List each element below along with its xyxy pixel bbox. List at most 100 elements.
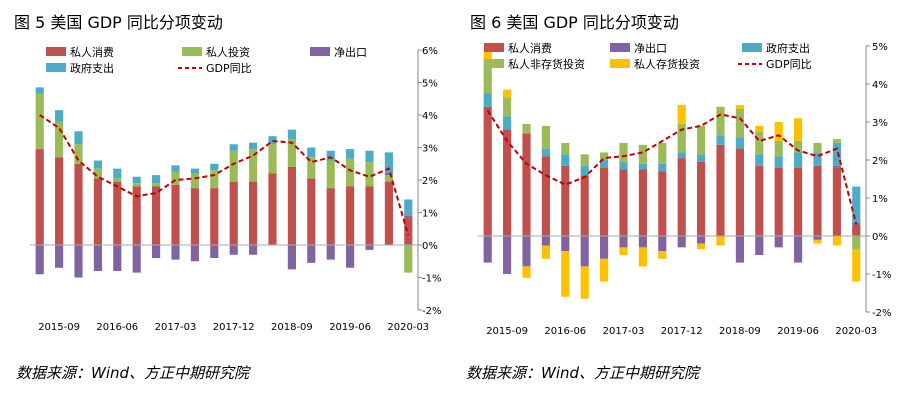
chart2-bar-私人存货投资 <box>852 249 861 282</box>
chart2-bar-净出口 <box>658 236 667 252</box>
chart2-x-tick-label: 2017-03 <box>603 326 645 337</box>
chart1-bar-私人消费 <box>210 188 219 245</box>
chart2-y-tick-label: 1% <box>872 194 888 205</box>
chart1-bar-私人投资 <box>365 162 374 187</box>
chart2-bar-私人非存货投资 <box>677 123 686 153</box>
chart1-legend-swatch <box>46 47 66 56</box>
chart1-x-tick-label: 2016-06 <box>96 322 138 333</box>
chart1-bar-政府支出 <box>113 168 122 179</box>
chart2-bar-私人存货投资 <box>561 251 570 297</box>
chart1-bar-私人消费 <box>171 184 180 245</box>
chart2-bar-私人消费 <box>638 169 647 236</box>
chart2-y-tick-label: -1% <box>872 270 891 281</box>
chart2-bar-私人消费 <box>716 144 725 236</box>
chart1-bar-私人消费 <box>326 188 335 245</box>
chart2-bar-私人非存货投资 <box>852 236 861 250</box>
chart1-bar-私人投资 <box>210 170 219 189</box>
chart1-bar-私人投资 <box>268 144 277 174</box>
chart2-bar-私人消费 <box>658 171 667 236</box>
chart2-bar-私人非存货投资 <box>794 141 803 153</box>
chart2-bar-政府支出 <box>503 116 512 130</box>
chart1-bar-净出口 <box>190 245 199 262</box>
chart2-gdp-line <box>486 110 858 225</box>
chart2-bar-私人消费 <box>794 167 803 236</box>
chart1-x-tick-label: 2019-06 <box>329 322 371 333</box>
chart2-bar-私人存货投资 <box>580 266 589 299</box>
chart1-bar-私人消费 <box>35 149 44 245</box>
chart2-bar-私人非存货投资 <box>716 106 725 136</box>
chart2-x-tick-label: 2018-09 <box>719 326 761 337</box>
chart2-bar-私人非存货投资 <box>774 141 783 157</box>
chart2-y-tick-label: 0% <box>872 232 888 243</box>
chart1-bar-净出口 <box>210 245 219 258</box>
chart1-bar-净出口 <box>346 245 355 268</box>
chart1-legend-label: GDP同比 <box>206 62 252 75</box>
chart1-legend-label: 政府支出 <box>70 61 114 75</box>
chart2-bar-净出口 <box>735 236 744 263</box>
chart2-y-tick-label: 4% <box>872 80 888 91</box>
chart1-legend-swatch <box>310 47 330 56</box>
chart1-bar-净出口 <box>35 245 44 275</box>
chart2-bar-私人非存货投资 <box>483 61 492 94</box>
chart2-bar-私人非存货投资 <box>658 142 667 164</box>
chart1-bar-净出口 <box>229 245 238 255</box>
chart1-bar-私人投资 <box>326 160 335 189</box>
chart2-y-tick-label: 2% <box>872 156 888 167</box>
chart2-bar-净出口 <box>774 236 783 248</box>
chart1-bar-私人投资 <box>93 168 102 179</box>
chart1-bar-私人消费 <box>384 181 393 245</box>
chart1-source: 数据来源：Wind、方正中期研究院 <box>16 364 250 382</box>
chart2-bar-政府支出 <box>813 152 822 166</box>
chart2-bar-私人存货投资 <box>600 258 609 282</box>
chart1-bar-私人消费 <box>229 181 238 245</box>
chart2-bar-私人存货投资 <box>794 118 803 141</box>
chart2-bar-私人消费 <box>619 169 628 236</box>
chart1-bar-私人投资 <box>113 178 122 182</box>
chart2-bar-政府支出 <box>735 137 744 149</box>
chart1-bar-政府支出 <box>365 150 374 163</box>
chart2-bar-私人存货投资 <box>638 247 647 267</box>
chart1-x-tick-label: 2020-03 <box>387 322 429 333</box>
chart2-bar-私人非存货投资 <box>755 131 764 155</box>
chart2-bar-私人存货投资 <box>774 122 783 141</box>
chart2-bar-私人消费 <box>541 156 550 236</box>
chart2-bar-私人消费 <box>832 167 841 236</box>
chart1-bar-私人消费 <box>113 181 122 245</box>
chart2-bar-净出口 <box>697 236 706 244</box>
chart2-bar-净出口 <box>638 236 647 248</box>
chart1-bar-私人投资 <box>35 93 44 150</box>
chart2-bar-私人消费 <box>483 106 492 236</box>
chart2-legend-label: GDP同比 <box>766 58 812 71</box>
chart2-bar-私人非存货投资 <box>813 142 822 153</box>
chart2-x-tick-label: 2016-06 <box>544 326 586 337</box>
chart1-bar-私人投资 <box>74 144 83 164</box>
chart2-bar-私人存货投资 <box>832 236 841 246</box>
chart1-bar-私人投资 <box>229 150 238 182</box>
chart1-bar-净出口 <box>384 173 393 176</box>
chart1-bar-私人消费 <box>287 167 296 245</box>
chart1-bar-私人消费 <box>74 163 83 245</box>
chart2-x-tick-label: 2020-03 <box>835 326 877 337</box>
chart1-bar-私人消费 <box>346 186 355 245</box>
chart1-y-tick-label: 1% <box>422 209 438 220</box>
chart1-bar-净出口 <box>113 245 122 271</box>
chart2-bar-净出口 <box>813 236 822 240</box>
chart2-bar-私人非存货投资 <box>697 125 706 155</box>
chart2-bar-私人非存货投资 <box>503 97 512 117</box>
chart2-bar-政府支出 <box>852 186 861 223</box>
chart1-bar-净出口 <box>93 245 102 271</box>
chart2-bar-政府支出 <box>697 154 706 162</box>
chart2-bar-私人存货投资 <box>522 266 531 278</box>
chart2-bar-净出口 <box>677 236 686 248</box>
chart1-bar-私人投资 <box>287 139 296 167</box>
chart2-bar-私人存货投资 <box>813 239 822 244</box>
chart1-legend-label: 私人消费 <box>70 45 114 59</box>
chart2-bar-私人非存货投资 <box>522 123 531 134</box>
chart1-gdp-line <box>39 114 410 236</box>
chart1-y-tick-label: 4% <box>422 111 438 122</box>
chart2-bar-私人消费 <box>677 158 686 236</box>
chart2-bar-私人存货投资 <box>677 104 686 124</box>
chart2-bar-私人消费 <box>755 165 764 236</box>
chart2-legend-swatch <box>610 43 630 52</box>
